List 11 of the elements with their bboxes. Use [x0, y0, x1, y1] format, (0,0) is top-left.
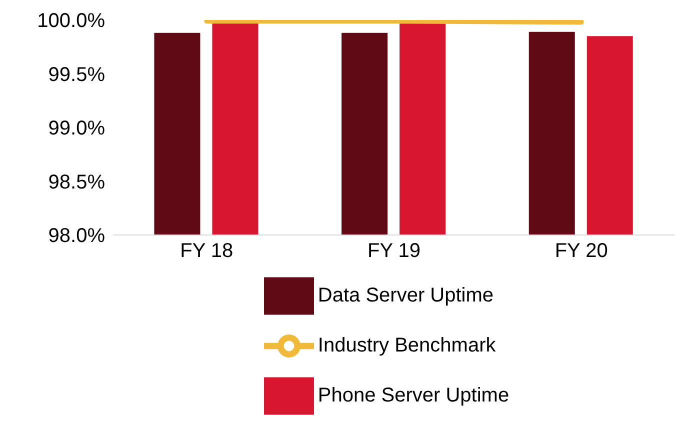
y-tick-label: 98.5%: [48, 171, 106, 194]
y-tick-label: 99.5%: [48, 64, 106, 86]
x-tick-label: FY 18: [180, 240, 234, 262]
legend-label: Industry Benchmark: [318, 334, 496, 356]
y-tick-label: 100.0%: [37, 10, 106, 32]
x-tick-label: FY 19: [368, 240, 420, 262]
legend-label: Phone Server Uptime: [318, 384, 510, 406]
legend-label: Data Server Uptime: [318, 284, 494, 306]
y-tick-label: 98.0%: [48, 225, 106, 248]
x-tick-label: FY 20: [554, 240, 608, 262]
y-tick-label: 99.0%: [48, 118, 106, 140]
